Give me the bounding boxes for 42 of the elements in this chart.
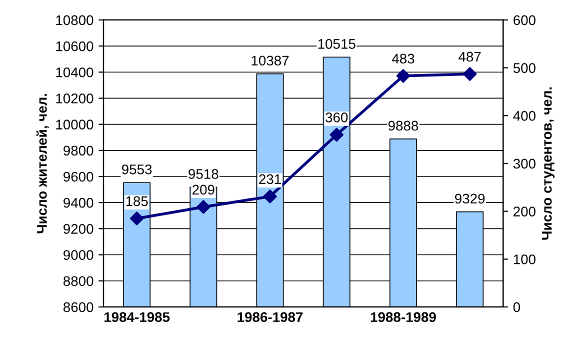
- y2-tick-label: 0: [513, 302, 520, 312]
- data-label: 209: [192, 184, 214, 195]
- point: [196, 200, 210, 214]
- data-label: 9888: [388, 120, 418, 131]
- data-label: 360: [326, 112, 348, 122]
- y2-tick-label: 400: [513, 110, 536, 121]
- y-tick-label: 10800: [56, 15, 94, 26]
- y-tick-label: 9200: [64, 224, 94, 234]
- y-tick-label: 9400: [64, 198, 94, 208]
- y-tick-label: 9800: [64, 146, 94, 156]
- point: [130, 212, 144, 226]
- data-label: 185: [126, 196, 148, 206]
- y-tick-label: 10600: [56, 41, 94, 52]
- y2-tick-label: 200: [514, 206, 536, 216]
- point: [462, 67, 477, 81]
- y2-tick-label: 500: [513, 63, 536, 73]
- y2-tick-label: 300: [513, 158, 536, 169]
- y-tick-label: 9000: [64, 250, 94, 260]
- y-tick-label: 8600: [63, 302, 94, 312]
- y2-axis-title: Число студентов, чел.: [542, 87, 555, 240]
- x-tick-label: 1986-1987: [238, 312, 303, 322]
- point: [330, 128, 344, 142]
- x-tick-label: 1984-1985: [104, 312, 170, 322]
- data-label: 10515: [318, 38, 356, 49]
- data-label: 487: [458, 52, 481, 62]
- point: [263, 190, 277, 204]
- data-label: 10387: [252, 56, 289, 66]
- point: [396, 69, 410, 83]
- y2-tick-label: 600: [514, 15, 536, 26]
- y-tick-label: 10000: [56, 120, 94, 130]
- data-label: 231: [259, 174, 281, 184]
- data-label: 9518: [188, 169, 218, 179]
- y-tick-label: 8800: [63, 276, 94, 286]
- y-tick-label: 10200: [56, 94, 94, 104]
- data-label: 9329: [455, 194, 485, 204]
- data-label: 483: [392, 54, 414, 64]
- data-label: 9553: [122, 164, 152, 174]
- x-tick-label: 1988-1989: [370, 312, 436, 322]
- y-tick-label: 9600: [64, 172, 94, 182]
- y-tick-label: 10400: [56, 67, 94, 78]
- y-axis-title: Число жителей, чел.: [36, 94, 49, 234]
- y2-tick-label: 100: [514, 254, 536, 264]
